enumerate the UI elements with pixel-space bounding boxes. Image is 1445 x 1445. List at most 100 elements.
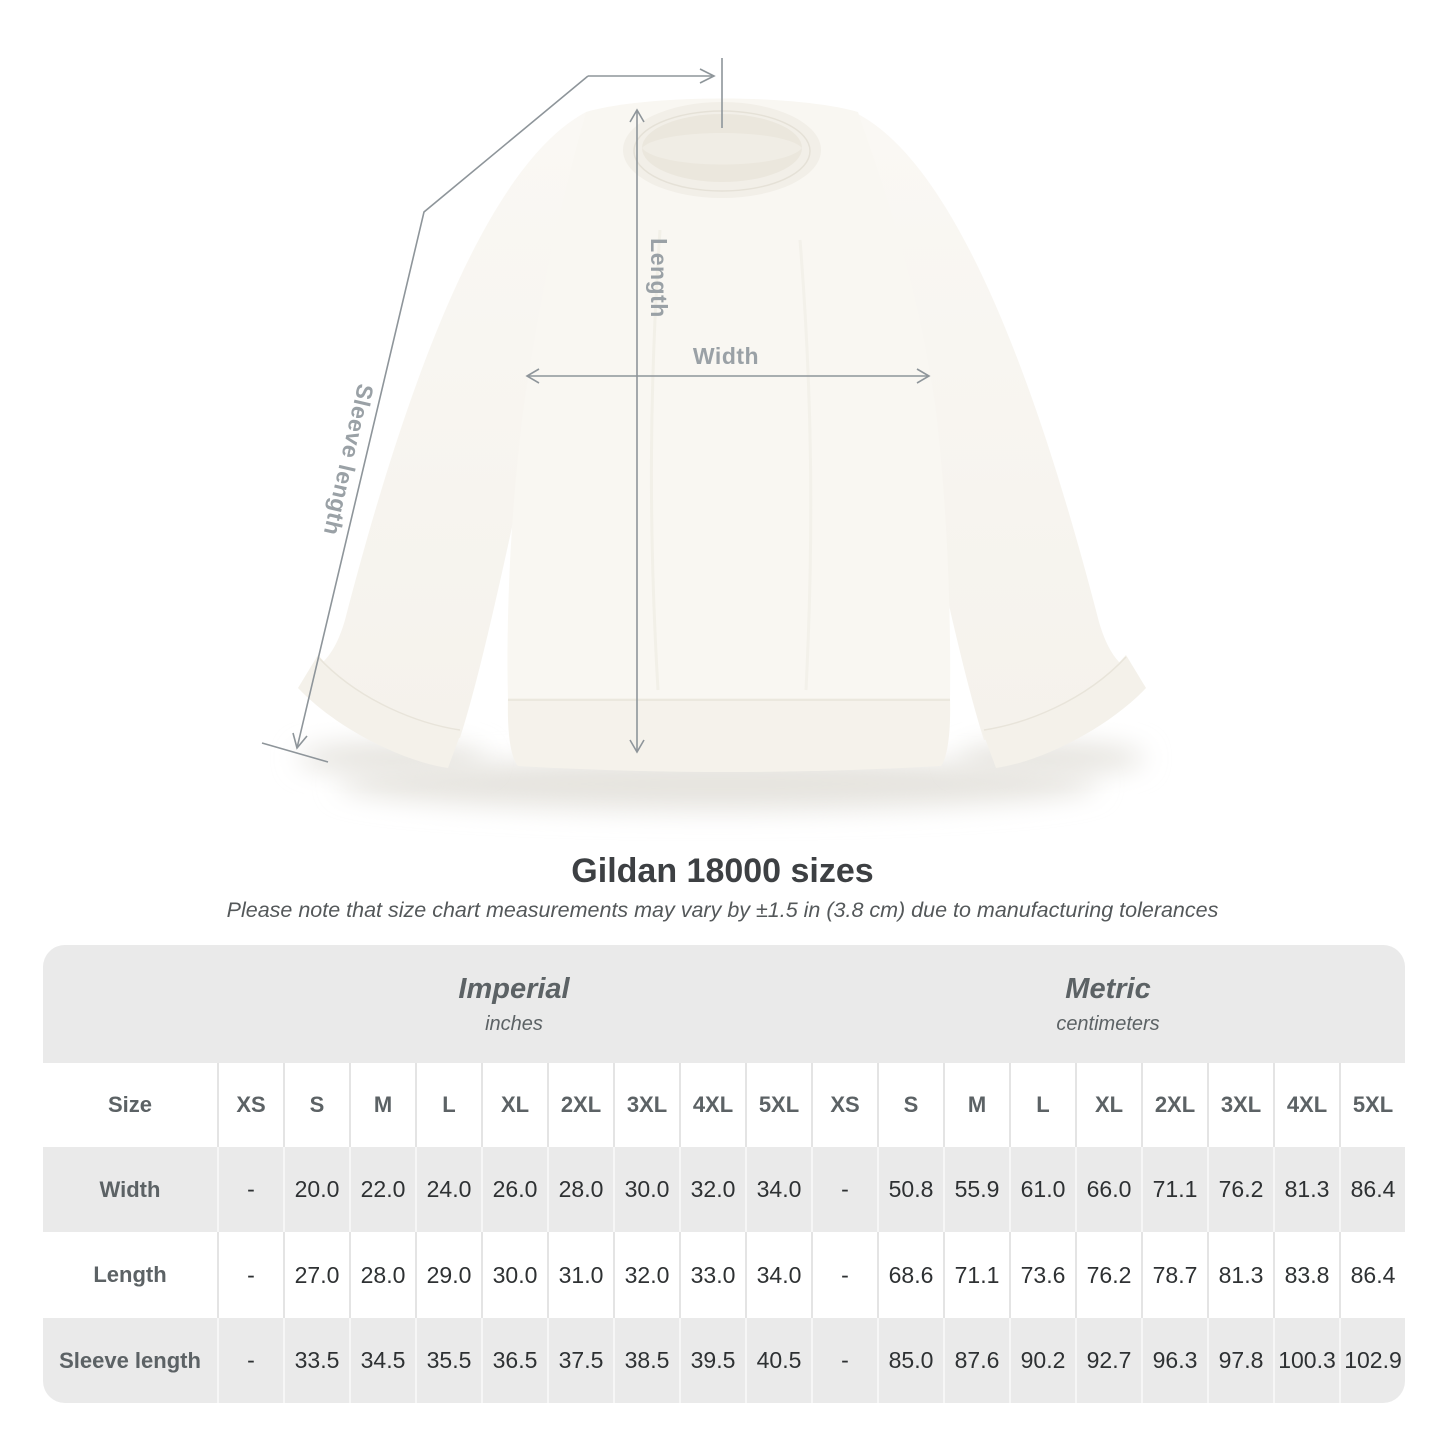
measurement-value-cell: 97.8 bbox=[1207, 1318, 1273, 1403]
sleeve-length-arrow bbox=[261, 75, 589, 763]
length-row-label: Length bbox=[93, 1262, 167, 1287]
measurement-value-cell: 22.0 bbox=[349, 1147, 415, 1232]
measurement-value-cell: 24.0 bbox=[415, 1147, 481, 1232]
measurement-value-cell: - bbox=[811, 1232, 877, 1318]
size-header-row: Size XS S M L XL 2XL 3XL 4XL 5XL XS S M L XL 2XL 3XL 4XL… bbox=[43, 1063, 1405, 1147]
measurement-value-cell: 33.0 bbox=[679, 1232, 745, 1318]
measurement-value-cell: 34.0 bbox=[745, 1232, 811, 1318]
measurement-value-cell: - bbox=[811, 1318, 877, 1403]
size-column-header: 4XL bbox=[1273, 1063, 1339, 1147]
size-column-header: XS bbox=[217, 1063, 283, 1147]
size-column-header: S bbox=[877, 1063, 943, 1147]
metric-band: Metric centimeters bbox=[811, 945, 1405, 1063]
measurement-value-cell: - bbox=[217, 1318, 283, 1403]
measurement-value-cell: 38.5 bbox=[613, 1318, 679, 1403]
measurement-value-cell: - bbox=[217, 1232, 283, 1318]
sleeve-length-row: Sleeve length -33.5 34.5 35.5 36.5 37.5 38.5 3… bbox=[43, 1318, 1405, 1403]
measurement-value-cell: 35.5 bbox=[415, 1318, 481, 1403]
size-column-header: M bbox=[943, 1063, 1009, 1147]
measurement-value-cell: 29.0 bbox=[415, 1232, 481, 1318]
measurement-value-cell: 28.0 bbox=[349, 1232, 415, 1318]
size-column-header: 4XL bbox=[679, 1063, 745, 1147]
measurement-value-cell: 78.7 bbox=[1141, 1232, 1207, 1318]
tolerance-note: Please note that size chart measurements… bbox=[226, 898, 1219, 922]
measurement-value-cell: 36.5 bbox=[481, 1318, 547, 1403]
measurement-value-cell: 31.0 bbox=[547, 1232, 613, 1318]
size-column-header: L bbox=[415, 1063, 481, 1147]
imperial-band: Imperial inches bbox=[217, 945, 811, 1063]
width-arrow bbox=[525, 368, 931, 384]
size-column-header: XL bbox=[481, 1063, 547, 1147]
size-table: Imperial inches Metric centimeters Size … bbox=[43, 945, 1405, 1403]
measurement-value-cell: 96.3 bbox=[1141, 1318, 1207, 1403]
measurement-value-cell: 76.2 bbox=[1075, 1232, 1141, 1318]
size-column-header: 3XL bbox=[1207, 1063, 1273, 1147]
size-column-header: 2XL bbox=[1141, 1063, 1207, 1147]
measurement-value-cell: 76.2 bbox=[1207, 1147, 1273, 1232]
measurement-value-cell: 73.6 bbox=[1009, 1232, 1075, 1318]
size-column-header: XS bbox=[811, 1063, 877, 1147]
measurement-value-cell: 30.0 bbox=[613, 1147, 679, 1232]
length-arrow bbox=[629, 108, 645, 754]
size-column-header: 5XL bbox=[1339, 1063, 1405, 1147]
measurement-value-cell: 86.4 bbox=[1339, 1147, 1405, 1232]
measurement-value-cell: 85.0 bbox=[877, 1318, 943, 1403]
sleeve-length-label: Sleeve length bbox=[319, 381, 379, 538]
length-row: Length -27.0 28.0 29.0 30.0 31.0 32.0 33.0 34.0… bbox=[43, 1232, 1405, 1318]
measurement-value-cell: 100.3 bbox=[1273, 1318, 1339, 1403]
measurement-value-cell: 34.5 bbox=[349, 1318, 415, 1403]
measurement-value-cell: 37.5 bbox=[547, 1318, 613, 1403]
page-title: Gildan 18000 sizes bbox=[571, 852, 874, 890]
measurement-value-cell: 71.1 bbox=[943, 1232, 1009, 1318]
measurement-value-cell: 86.4 bbox=[1339, 1232, 1405, 1318]
size-column-header: 2XL bbox=[547, 1063, 613, 1147]
measurement-value-cell: 40.5 bbox=[745, 1318, 811, 1403]
measurement-value-cell: 32.0 bbox=[679, 1147, 745, 1232]
size-column-header: 3XL bbox=[613, 1063, 679, 1147]
size-column-title: Size bbox=[107, 1092, 153, 1117]
imperial-band-name: Imperial bbox=[458, 972, 570, 1005]
size-column-header: M bbox=[349, 1063, 415, 1147]
sweatshirt-image bbox=[298, 98, 1146, 772]
size-column-header: XL bbox=[1075, 1063, 1141, 1147]
measurement-value-cell: 83.8 bbox=[1273, 1232, 1339, 1318]
measurement-value-cell: 92.7 bbox=[1075, 1318, 1141, 1403]
measurement-value-cell: 27.0 bbox=[283, 1232, 349, 1318]
measurement-value-cell: - bbox=[811, 1147, 877, 1232]
measurement-value-cell: 66.0 bbox=[1075, 1147, 1141, 1232]
measurement-value-cell: 87.6 bbox=[943, 1318, 1009, 1403]
top-reference-arrow bbox=[588, 58, 723, 128]
measurement-value-cell: 30.0 bbox=[481, 1232, 547, 1318]
metric-band-name: Metric bbox=[1065, 972, 1151, 1005]
measurement-value-cell: 102.9 bbox=[1339, 1318, 1405, 1403]
measurement-value-cell: 39.5 bbox=[679, 1318, 745, 1403]
sleeve-length-row-label: Sleeve length bbox=[59, 1347, 201, 1373]
measurement-value-cell: 71.1 bbox=[1141, 1147, 1207, 1232]
size-column-header: 5XL bbox=[745, 1063, 811, 1147]
unit-band-row: Imperial inches Metric centimeters bbox=[43, 945, 1405, 1063]
width-row-label: Width bbox=[99, 1176, 161, 1202]
measurement-value-cell: 68.6 bbox=[877, 1232, 943, 1318]
size-column-header: L bbox=[1009, 1063, 1075, 1147]
measurement-value-cell: 34.0 bbox=[745, 1147, 811, 1232]
measurement-value-cell: 90.2 bbox=[1009, 1318, 1075, 1403]
size-column-header: S bbox=[283, 1063, 349, 1147]
imperial-band-unit: inches bbox=[485, 1012, 543, 1035]
measurement-value-cell: 33.5 bbox=[283, 1318, 349, 1403]
unit-band-spacer bbox=[43, 945, 217, 1063]
length-label: Length bbox=[646, 238, 672, 318]
measurement-value-cell: 81.3 bbox=[1207, 1232, 1273, 1318]
sweatshirt-measurement-diagram: Length Width Sleeve length bbox=[261, 58, 1146, 810]
measurement-value-cell: 28.0 bbox=[547, 1147, 613, 1232]
width-label: Width bbox=[693, 343, 759, 369]
measurement-value-cell: - bbox=[217, 1147, 283, 1232]
measurement-value-cell: 32.0 bbox=[613, 1232, 679, 1318]
measurement-value-cell: 55.9 bbox=[943, 1147, 1009, 1232]
measurement-value-cell: 50.8 bbox=[877, 1147, 943, 1232]
measurement-value-cell: 81.3 bbox=[1273, 1147, 1339, 1232]
width-row: Width -20.0 22.0 24.0 26.0 28.0 30.0 32.0 34.0-… bbox=[43, 1147, 1405, 1232]
metric-band-unit: centimeters bbox=[1056, 1012, 1160, 1035]
measurement-value-cell: 26.0 bbox=[481, 1147, 547, 1232]
measurement-value-cell: 61.0 bbox=[1009, 1147, 1075, 1232]
